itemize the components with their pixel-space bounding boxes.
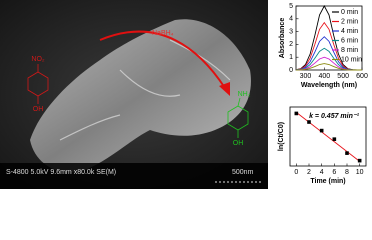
annotation: k = 0.457 min⁻¹ <box>309 113 359 120</box>
legend-label: 6 min <box>341 37 358 44</box>
scale-bar-label: 500nm <box>232 169 254 176</box>
y-tick-label: 3 <box>289 28 293 35</box>
x-tick-label: 10 <box>356 169 364 176</box>
product-top-group: NH₂ <box>238 91 251 98</box>
y-axis-title: Absorbance <box>279 18 286 59</box>
data-point <box>294 111 299 116</box>
microscope-label: S-4800 5.0kV 9.6mm x80.0k SE(M) <box>6 169 116 176</box>
x-tick-label: 300 <box>300 73 312 80</box>
nanostructure <box>30 19 251 173</box>
legend-label: 4 min <box>341 28 358 35</box>
y-tick-label: 2 <box>289 41 293 48</box>
legend-label: 2 min <box>341 18 358 25</box>
x-tick-label: 8 <box>345 169 349 176</box>
texture <box>59 39 231 141</box>
x-tick-label: 0 <box>294 169 298 176</box>
figure: S-4800 5.0kV 9.6mm x80.0k SE(M) 500nm NO… <box>0 0 368 189</box>
x-tick-label: 6 <box>332 169 336 176</box>
spectrum-line <box>295 63 362 71</box>
x-tick-label: 4 <box>320 169 324 176</box>
y-tick-label: 4 <box>289 16 293 23</box>
data-point <box>319 128 324 133</box>
y-tick-label: 1 <box>289 54 293 61</box>
y-tick-label: 5 <box>289 3 293 10</box>
legend-label: 0 min <box>341 9 358 16</box>
x-axis-title: Wavelength (nm) <box>301 82 357 89</box>
y-axis-title: ln(Ct/C0) <box>278 122 285 151</box>
plot-frame <box>295 5 363 71</box>
data-point <box>307 120 311 124</box>
reactant-top-group: NO₂ <box>31 56 45 63</box>
fit-line <box>296 112 360 162</box>
info-bar <box>0 163 268 189</box>
x-tick-label: 500 <box>337 73 349 80</box>
x-axis-title: Time (min) <box>310 178 345 185</box>
data-point <box>332 137 337 141</box>
x-tick-label: 600 <box>356 73 368 80</box>
product-bottom-group: OH <box>233 140 244 147</box>
plot-frame <box>289 106 367 167</box>
reaction-arrow <box>99 30 226 89</box>
y-tick-label: 0 <box>289 67 293 74</box>
product-molecule <box>227 97 249 138</box>
reagent-label: NaBH₄ <box>152 30 174 37</box>
legend-label: 8 min <box>341 47 358 54</box>
data-point <box>345 151 349 155</box>
arrowhead <box>219 82 230 96</box>
reactant-molecule <box>27 64 49 104</box>
bond <box>237 97 241 107</box>
reactant-bottom-group: OH <box>33 106 44 113</box>
x-tick-label: 2 <box>307 169 311 176</box>
x-tick-label: 400 <box>318 73 330 80</box>
sem-image: S-4800 5.0kV 9.6mm x80.0k SE(M) 500nm NO… <box>0 0 268 189</box>
legend-label: 10 min <box>341 56 362 63</box>
data-point <box>357 158 362 163</box>
